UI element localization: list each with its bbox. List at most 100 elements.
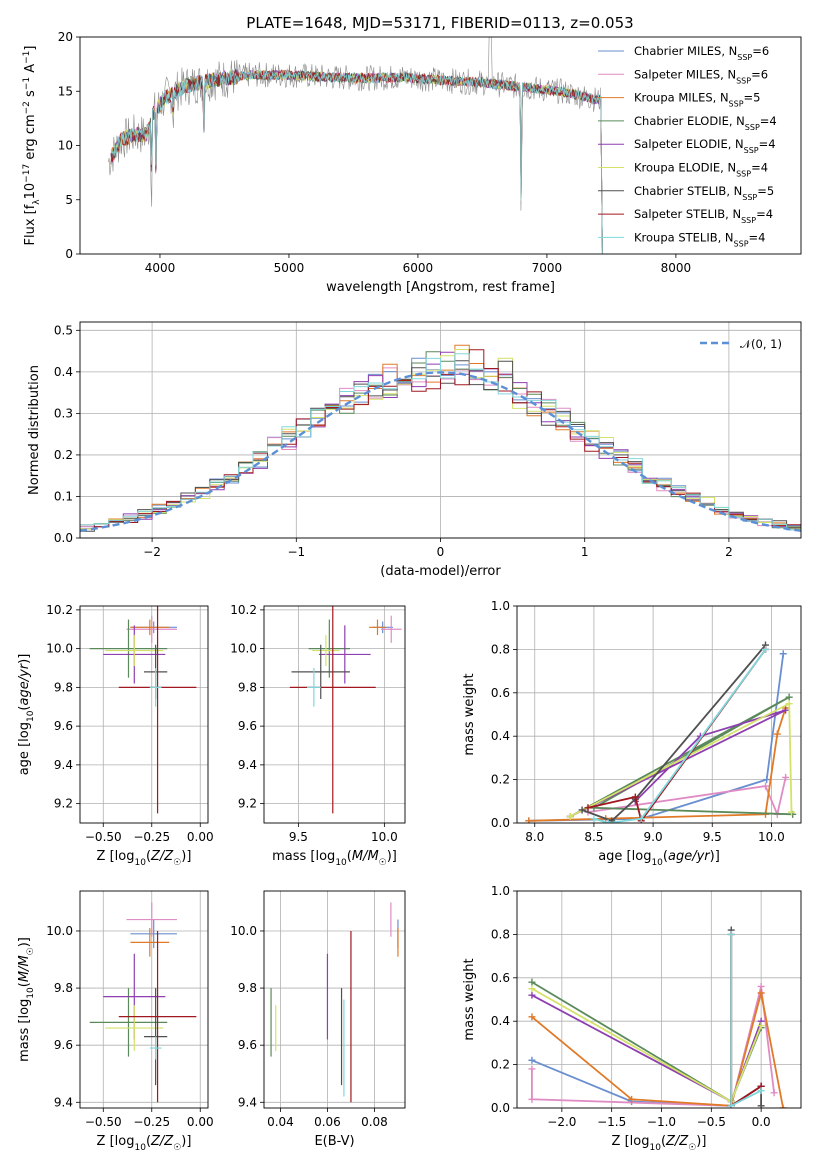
x-tick-label: 8.0 [525,830,544,844]
x-tick-label: −2 [143,545,161,559]
y-tick-label: 0.3 [54,406,73,420]
y-tick-label: 0 [65,247,73,261]
weight-marker-kroupa_stelib [757,1087,765,1095]
x-tick-label: −1.5 [597,1115,626,1129]
y-axis-label: Normed distribution [27,365,42,495]
weight-marker-salpeter_stelib [584,804,592,812]
x-tick-label: −0.50 [85,1115,122,1129]
y-tick-label: 9.4 [54,758,73,772]
axes-frame-weight_vs_age [516,605,802,824]
y-tick-label: 9.6 [238,719,257,733]
y-tick-label: 10.0 [46,924,73,938]
x-axis-label: age [log10(age/yr)] [598,849,720,868]
axes-frame-age_vs_mass [263,605,406,824]
legend-label: Kroupa STELIB, NSSP=4 [634,230,765,248]
y-tick-label: 0.6 [491,971,510,985]
x-tick-label: −0.5 [697,1115,726,1129]
weight-marker-kroupa_miles [773,730,781,738]
y-tick-label: 0.8 [491,927,510,941]
x-tick-label: 0.0 [752,1115,771,1129]
y-tick-label: 10.0 [46,642,73,656]
x-tick-label: 0.00 [187,830,214,844]
x-axis-label: Z [log10(Z/Z☉)] [97,1134,192,1153]
legend-label: Kroupa MILES, NSSP=5 [634,91,760,109]
x-tick-label: −0.25 [133,830,170,844]
y-tick-label: 10.0 [230,642,257,656]
panel-spectrum: 4000 5000 6000 7000 8000 0 5 10 15 20 Chabrier MIL… [22,30,802,295]
legend-residuals: 𝒩(0, 1) [700,337,782,351]
x-tick-label: 8.5 [584,830,603,844]
y-tick-label: 9.4 [238,1095,257,1109]
legend-label: Salpeter ELODIE, NSSP=4 [634,137,776,155]
plot-area-age_vs_Z [89,606,197,814]
x-axis-label: mass [log10(M/M☉)] [272,849,397,868]
x-tick-label: 0.06 [314,1115,341,1129]
x-tick-label: −2.0 [547,1115,576,1129]
weight-marker-chabrier_elodie [785,693,793,701]
x-tick-label: 1 [581,545,589,559]
x-axis-label: E(B-V) [314,1134,354,1149]
x-tick-label: 4000 [145,261,176,275]
y-tick-label: 5 [65,193,73,207]
x-tick-label: 10.0 [371,830,398,844]
weight-marker-kroupa_stelib [762,645,769,653]
y-axis-label: mass [log10(M/M☉)] [17,937,36,1062]
panel-age_vs_Z: −0.50 −0.25 0.00 9.2 9.4 9.6 9.8 10.0 10.2 Z [log… [17,603,214,868]
x-tick-label: 0.04 [267,1115,294,1129]
weight-marker-kroupa_elodie [528,985,536,993]
y-axis-label: age [log10(age/yr)] [17,654,36,776]
weight-marker-chabrier_stelib [578,806,586,814]
plot-area-mass_vs_Z [89,902,197,1103]
x-axis-label: Z [log10(Z/Z☉)] [97,849,192,868]
axes-frame-mass_vs_Z [79,890,209,1109]
weight-marker-kroupa_stelib [604,819,612,823]
weight-marker-salpeter_miles [528,1095,536,1103]
weight-marker-kroupa_elodie [757,1022,765,1030]
x-tick-label: −1.0 [647,1115,676,1129]
y-tick-label: 9.2 [238,797,257,811]
plot-area-age_vs_mass [289,606,402,814]
y-tick-label: 10.2 [46,603,73,617]
weight-marker-chabrier_miles [528,1056,536,1064]
y-tick-label: 0.4 [491,729,510,743]
weight-marker-chabrier_stelib [757,1102,765,1108]
weight-marker-kroupa_elodie [788,808,796,816]
weight-marker-chabrier_stelib [608,817,616,823]
y-tick-label: 0.5 [54,323,73,337]
y-tick-label: 9.8 [54,981,73,995]
panel-residuals: −2 −1 0 1 2 0.0 0.1 0.2 0.3 0.4 0.5 𝒩(0, 1) (data-mo… [27,321,802,579]
x-tick-label: 6000 [403,261,434,275]
legend-label: Salpeter STELIB, NSSP=4 [634,207,773,225]
y-tick-label: 0.0 [491,816,510,830]
x-tick-label: 5000 [274,261,305,275]
normal-curve [80,371,801,532]
x-tick-label: 0.00 [187,1115,214,1129]
plot-area-spectrum [108,37,603,254]
weight-marker-kroupa_miles [779,1104,787,1108]
plot-area-weight_vs_age [525,641,797,823]
x-axis-label: Z [log10(Z/Z☉)] [612,1134,707,1153]
weight-marker-kroupa_elodie [785,700,793,708]
legend-label: Chabrier MILES, NSSP=6 [634,44,769,62]
y-tick-label: 9.6 [238,1038,257,1052]
panel-age_vs_mass: 9.5 10.0 9.2 9.4 9.6 9.8 10.0 10.2 mass [log10(M… [230,603,406,868]
y-tick-label: 9.8 [238,981,257,995]
panel-weight_vs_age: 8.0 8.5 9.0 9.5 10.0 0.0 0.2 0.4 0.6 0.8 1.0 age [l… [462,599,802,868]
y-tick-label: 0.4 [54,365,73,379]
legend-label: Chabrier STELIB, NSSP=5 [634,184,774,202]
plot-area-weight_vs_Z [528,926,787,1108]
panel-mass_vs_Z: −0.50 −0.25 0.00 9.4 9.6 9.8 10.0 Z [log10(Z/Z☉… [17,890,214,1153]
y-tick-label: 0.2 [54,448,73,462]
weight-line-salpeter_miles [587,777,787,818]
weight-marker-salpeter_miles [762,782,769,790]
x-tick-label: 0 [437,545,445,559]
x-tick-label: 8000 [661,261,692,275]
legend-spectrum: Chabrier MILES, NSSP=6 Salpeter MILES, NS… [598,44,777,248]
x-tick-label: 10.0 [758,830,785,844]
y-tick-label: 0.1 [54,489,73,503]
x-tick-label: −0.50 [85,830,122,844]
y-tick-label: 10.2 [230,603,257,617]
axes-frame-mass_vs_ebv [263,890,406,1109]
x-tick-label: 9.0 [644,830,663,844]
